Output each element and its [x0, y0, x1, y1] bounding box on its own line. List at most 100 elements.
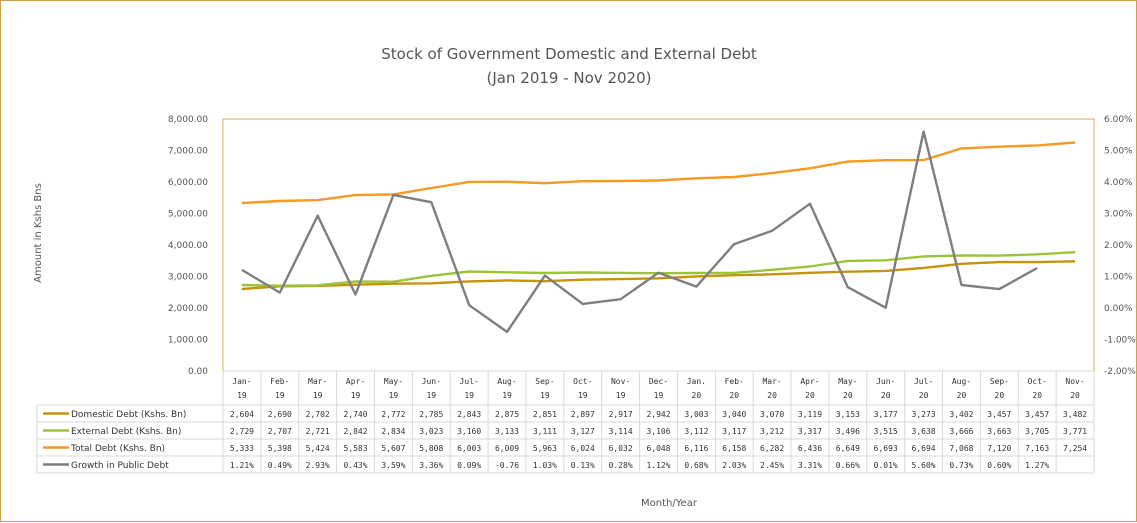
data-label: 2.93% — [306, 461, 330, 470]
data-label: 2,707 — [268, 427, 292, 436]
data-label: 3,106 — [646, 427, 670, 436]
data-label: 3,153 — [836, 410, 860, 419]
data-label: 2,875 — [495, 410, 519, 419]
data-label: 2,897 — [571, 410, 595, 419]
category-label-year: 19 — [237, 391, 247, 400]
data-label: 2.45% — [760, 461, 784, 470]
data-label: 3,515 — [874, 427, 898, 436]
data-label: 3,638 — [912, 427, 936, 436]
category-label: Mar- — [308, 377, 327, 386]
category-label: Oct- — [573, 377, 592, 386]
y2-tick-label: 2.00% — [1104, 241, 1133, 251]
data-label: 3,112 — [684, 427, 708, 436]
category-label: Sep- — [535, 377, 554, 386]
legend-entry: Growth in Public Debt — [71, 461, 169, 471]
category-label: Sep- — [990, 377, 1009, 386]
y-tick-label: 8,000.00 — [168, 115, 208, 125]
category-label-year: 19 — [540, 391, 550, 400]
data-label: 3,457 — [987, 410, 1011, 419]
data-label: 0.28% — [609, 461, 633, 470]
data-label: 3,111 — [533, 427, 557, 436]
data-label: 2,604 — [230, 410, 254, 419]
data-label: 0.49% — [268, 461, 292, 470]
y-tick-label: 0.00 — [188, 367, 208, 377]
y2-tick-label: -1.00% — [1104, 336, 1136, 346]
data-label: 6,003 — [457, 444, 481, 453]
data-label: 2.03% — [722, 461, 746, 470]
data-label: 3.59% — [381, 461, 405, 470]
data-label: 2,834 — [381, 427, 405, 436]
data-label: 3,273 — [912, 410, 936, 419]
y-tick-label: 4,000.00 — [168, 241, 208, 251]
category-label-year: 20 — [729, 391, 739, 400]
data-label: 1.03% — [533, 461, 557, 470]
y-tick-label: 2,000.00 — [168, 304, 208, 314]
y2-tick-label: -2.00% — [1104, 367, 1136, 377]
data-label: 6,009 — [495, 444, 519, 453]
category-label: Aug- — [952, 377, 971, 386]
category-label-year: 20 — [995, 391, 1005, 400]
category-label: Nov- — [1065, 377, 1084, 386]
data-label: 3,114 — [609, 427, 633, 436]
category-label-year: 19 — [313, 391, 323, 400]
y-tick-label: 1,000.00 — [168, 336, 208, 346]
data-label: 3,402 — [949, 410, 973, 419]
data-label: 2,785 — [419, 410, 443, 419]
category-label: May- — [838, 377, 857, 386]
category-label-year: 20 — [843, 391, 853, 400]
data-label: 7,163 — [1025, 444, 1049, 453]
data-label: 6,032 — [609, 444, 633, 453]
category-label-year: 19 — [389, 391, 399, 400]
data-label: 6,694 — [912, 444, 936, 453]
category-label-year: 20 — [767, 391, 777, 400]
data-label: 3,496 — [836, 427, 860, 436]
data-label: 3,160 — [457, 427, 481, 436]
data-label: 2,851 — [533, 410, 557, 419]
category-label-year: 20 — [957, 391, 967, 400]
category-label: Feb- — [270, 377, 289, 386]
data-label: 0.68% — [684, 461, 708, 470]
data-label: 3,119 — [798, 410, 822, 419]
data-label: 3,771 — [1063, 427, 1087, 436]
data-label: 3.31% — [798, 461, 822, 470]
category-label-year: 19 — [426, 391, 436, 400]
category-label-year: 20 — [1032, 391, 1042, 400]
category-label-year: 20 — [692, 391, 702, 400]
category-label-year: 19 — [351, 391, 361, 400]
y2-tick-label: 1.00% — [1104, 273, 1133, 283]
plot-area — [222, 118, 1095, 372]
data-label: 6,158 — [722, 444, 746, 453]
data-label: 3,317 — [798, 427, 822, 436]
y-tick-label: 6,000.00 — [168, 178, 208, 188]
category-label-year: 20 — [805, 391, 815, 400]
category-label: Oct- — [1028, 377, 1047, 386]
category-label-year: 19 — [578, 391, 588, 400]
data-label: 0.73% — [949, 461, 973, 470]
data-label: 5,583 — [343, 444, 367, 453]
category-label: Apr- — [346, 377, 365, 386]
data-label: 3,212 — [760, 427, 784, 436]
data-label: 5,424 — [306, 444, 330, 453]
data-label: 2,721 — [306, 427, 330, 436]
chart-title: Stock of Government Domestic and Externa… — [381, 45, 757, 63]
category-label: Feb- — [725, 377, 744, 386]
legend-entry: Domestic Debt (Kshs. Bn) — [71, 410, 186, 420]
x-axis-label: Month/Year — [641, 498, 698, 509]
data-label: 7,120 — [987, 444, 1011, 453]
data-label: 2,772 — [381, 410, 405, 419]
series-line-0 — [241, 260, 1076, 291]
data-label: 0.01% — [874, 461, 898, 470]
right-axis: -2.00% -1.00% 0.00% 1.00% 2.00% 3.00% 4.00% 5.0… — [1104, 115, 1136, 377]
series-line-2 — [241, 141, 1076, 205]
data-label: 7,068 — [949, 444, 973, 453]
data-label: 3,457 — [1025, 410, 1049, 419]
data-label: 3.36% — [419, 461, 443, 470]
data-label: 2,917 — [609, 410, 633, 419]
data-label: 2,842 — [343, 427, 367, 436]
category-label: May- — [384, 377, 403, 386]
category-label: Jul- — [914, 377, 933, 386]
y2-tick-label: 6.00% — [1104, 115, 1133, 125]
series-line-3 — [241, 130, 1038, 334]
data-label: 6,024 — [571, 444, 595, 453]
y-tick-label: 5,000.00 — [168, 210, 208, 220]
